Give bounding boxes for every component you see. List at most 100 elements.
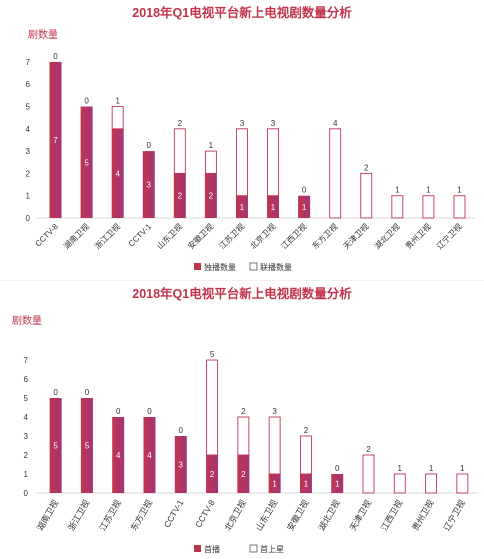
chart-1-category-11: 湖北卫视 xyxy=(372,221,402,251)
chart-2-bar-solid-0 xyxy=(49,398,62,493)
chart-1-bar-outline-6 xyxy=(236,128,248,197)
chart-2-bar-outline-5 xyxy=(206,359,219,456)
chart-1-label-solid-3: 3 xyxy=(147,181,152,190)
chart-2-category-1: 浙江卫视 xyxy=(66,498,92,533)
chart-2-legend-swatch-solid xyxy=(194,545,201,552)
chart-2-category-0: 湖南卫视 xyxy=(35,498,61,533)
chart-1-label-solid-0: 7 xyxy=(53,136,58,145)
chart-2-category-11: 江西卫视 xyxy=(379,498,405,533)
chart-2-label-solid-2: 4 xyxy=(116,451,121,460)
chart-2-legend-outline: 首上星 xyxy=(260,544,284,554)
chart-1-bar-solid-8 xyxy=(298,195,311,218)
chart-2-label-outline-6: 2 xyxy=(241,407,246,416)
chart-1-category-3: CCTV-1 xyxy=(127,222,154,249)
chart-2-category-4: CCTV-1 xyxy=(162,498,186,529)
chart-2-label-solid-3: 4 xyxy=(147,451,152,460)
chart-1-bar-outline-7 xyxy=(267,128,279,197)
chart-1-bar-outline-11 xyxy=(391,195,404,219)
chart-2-label-outline-4: 0 xyxy=(179,426,184,435)
chart-1-title: 2018年Q1电视平台新上电视剧数量分析 xyxy=(132,5,352,20)
chart-1-category-2: 浙江卫视 xyxy=(92,221,122,251)
chart-2-category-10: 天津卫视 xyxy=(348,498,374,533)
chart-1-bar-outline-4 xyxy=(173,128,186,174)
chart-1-bar-solid-7 xyxy=(267,195,280,218)
chart-1-category-1: 湖南卫视 xyxy=(61,221,91,251)
chart-2-ytick-0: 0 xyxy=(24,489,29,498)
chart-2-legend-solid: 首播 xyxy=(204,544,220,554)
chart-1-bar-outline-2 xyxy=(111,106,124,130)
chart-2-bar-outline-11 xyxy=(393,473,406,494)
chart-2-label-outline-7: 3 xyxy=(272,407,277,416)
chart-2-label-solid-1: 5 xyxy=(85,442,90,451)
chart-2-bar-outline-12 xyxy=(425,473,438,494)
chart-2-label-solid-6: 2 xyxy=(241,470,246,479)
chart-2-ytick-5: 5 xyxy=(24,394,29,403)
chart-1-label-solid-1: 5 xyxy=(84,158,89,167)
chart-1-legend: 独播数量 联播数量 xyxy=(194,262,292,272)
chart-2-label-solid-7: 1 xyxy=(272,480,277,489)
chart-1-label-outline-3: 0 xyxy=(147,141,152,150)
chart-2-legend: 首播 首上星 xyxy=(194,544,284,554)
chart-1-label-solid-7: 1 xyxy=(271,203,276,212)
chart-1-ytick-0: 0 xyxy=(26,214,31,223)
chart-1-bar-outline-9 xyxy=(329,128,342,219)
chart-1-category-4: 山东卫视 xyxy=(155,221,185,251)
chart-2-bar-outline-13 xyxy=(456,473,469,494)
chart-1-label-outline-12: 1 xyxy=(426,186,431,195)
chart-2-bar-solid-2 xyxy=(112,417,125,493)
chart-1-bar-outline-13 xyxy=(453,195,466,219)
chart-1-bar-solid-0 xyxy=(49,61,62,219)
chart-1-ytick-2: 2 xyxy=(26,169,31,178)
chart-1-label-solid-6: 1 xyxy=(240,203,245,212)
chart-1-label-outline-9: 4 xyxy=(333,119,338,128)
chart-1-label-solid-5: 2 xyxy=(209,192,214,201)
chart-2-label-outline-10: 2 xyxy=(366,445,371,454)
chart-2-category-6: 北京卫视 xyxy=(222,498,248,533)
chart-1-label-outline-0: 0 xyxy=(53,52,58,61)
chart-1-bar-solid-2 xyxy=(111,128,124,218)
chart-1-bar-outline-12 xyxy=(422,195,435,219)
chart-1-label-solid-2: 4 xyxy=(115,169,120,178)
chart-1-label-solid-4: 2 xyxy=(178,192,183,201)
chart-1-category-7: 北京卫视 xyxy=(248,221,278,251)
chart-2-category-3: 东方卫视 xyxy=(129,498,155,533)
chart-1-ytick-4: 4 xyxy=(26,125,31,134)
chart-1-legend-solid: 独播数量 xyxy=(204,262,236,272)
chart-1-label-outline-4: 2 xyxy=(178,119,183,128)
chart-1-label-outline-10: 2 xyxy=(364,163,369,172)
chart-2-category-8: 安徽卫视 xyxy=(285,498,311,533)
chart-1-category-13: 辽宁卫视 xyxy=(434,221,464,251)
chart-1-legend-swatch-solid xyxy=(194,263,201,270)
chart-1-svg: 2018年Q1电视平台新上电视剧数量分析剧数量0123456770CCTV-85… xyxy=(26,5,475,272)
chart-2-bar-solid-9 xyxy=(331,474,344,493)
chart-2-bar-solid-4 xyxy=(174,436,187,493)
chart-1-category-6: 江苏卫视 xyxy=(217,221,247,251)
chart-1-legend-swatch-outline xyxy=(249,262,258,271)
chart-1-ytick-5: 5 xyxy=(26,103,31,112)
chart-2-label-solid-9: 1 xyxy=(335,480,340,489)
chart-1-label-outline-8: 0 xyxy=(302,186,307,195)
chart-1-ylabel: 剧数量 xyxy=(28,28,58,41)
chart-1-bar-solid-4 xyxy=(173,173,186,218)
panel-divider xyxy=(0,280,484,281)
chart-2-category-2: 江苏卫视 xyxy=(97,498,123,533)
chart-1-label-outline-1: 0 xyxy=(84,97,89,106)
chart-1-ytick-3: 3 xyxy=(26,147,31,156)
chart-2-title: 2018年Q1电视平台新上电视剧数量分析 xyxy=(132,286,352,301)
chart-2-label-outline-0: 0 xyxy=(53,388,58,397)
chart-1-category-10: 天津卫视 xyxy=(341,221,371,251)
chart-2-bar-outline-6 xyxy=(237,416,250,456)
chart-1-label-solid-8: 1 xyxy=(302,203,307,212)
chart-2-label-solid-8: 1 xyxy=(304,480,309,489)
chart-1-bar-outline-10 xyxy=(360,172,373,219)
chart-2-bar-solid-3 xyxy=(143,417,156,493)
chart-2-label-outline-9: 0 xyxy=(335,464,340,473)
chart-1-category-5: 安徽卫视 xyxy=(186,221,216,251)
chart-2-ytick-2: 2 xyxy=(24,451,29,460)
chart-1-label-outline-11: 1 xyxy=(395,186,400,195)
chart-panel-1: 2018年Q1电视平台新上电视剧数量分析 剧数量 0 1 2 3 4 5 6 7 7 0 CCTV-8 5… xyxy=(26,5,475,272)
chart-1-legend-outline: 联播数量 xyxy=(260,262,292,272)
chart-1-bar-solid-5 xyxy=(204,173,217,218)
